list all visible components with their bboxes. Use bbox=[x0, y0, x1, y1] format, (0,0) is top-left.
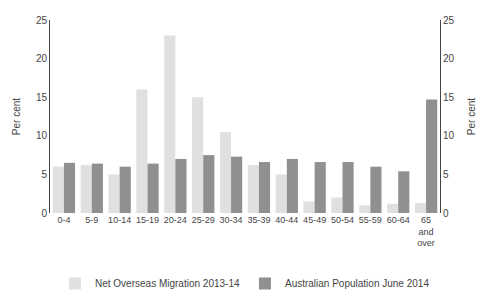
svg-text:5: 5 bbox=[41, 169, 47, 180]
svg-text:45-49: 45-49 bbox=[303, 215, 326, 225]
svg-text:0-4: 0-4 bbox=[57, 215, 70, 225]
svg-text:60-64: 60-64 bbox=[387, 215, 410, 225]
svg-text:65andover: 65andover bbox=[417, 215, 435, 248]
svg-text:5-9: 5-9 bbox=[85, 215, 98, 225]
svg-text:30-34: 30-34 bbox=[220, 215, 243, 225]
svg-text:10: 10 bbox=[443, 130, 455, 141]
svg-text:20: 20 bbox=[36, 53, 48, 64]
svg-text:15-19: 15-19 bbox=[136, 215, 159, 225]
svg-text:25-29: 25-29 bbox=[192, 215, 215, 225]
svg-text:0: 0 bbox=[41, 208, 47, 219]
svg-text:Per cent: Per cent bbox=[466, 98, 477, 135]
svg-text:0: 0 bbox=[443, 208, 449, 219]
svg-text:35-39: 35-39 bbox=[247, 215, 270, 225]
svg-text:25: 25 bbox=[443, 15, 455, 26]
svg-text:20: 20 bbox=[443, 53, 455, 64]
svg-text:20-24: 20-24 bbox=[164, 215, 187, 225]
svg-text:25: 25 bbox=[36, 15, 48, 26]
svg-text:10: 10 bbox=[36, 130, 48, 141]
svg-text:15: 15 bbox=[36, 92, 48, 103]
svg-text:Net Overseas Migration 2013-14: Net Overseas Migration 2013-14 bbox=[95, 278, 240, 289]
svg-text:50-54: 50-54 bbox=[331, 215, 354, 225]
svg-text:5: 5 bbox=[443, 169, 449, 180]
svg-text:40-44: 40-44 bbox=[275, 215, 298, 225]
svg-text:Australian Population June 201: Australian Population June 2014 bbox=[285, 278, 429, 289]
svg-text:55-59: 55-59 bbox=[359, 215, 382, 225]
svg-text:10-14: 10-14 bbox=[108, 215, 131, 225]
svg-text:Per cent: Per cent bbox=[11, 98, 22, 135]
svg-text:15: 15 bbox=[443, 92, 455, 103]
